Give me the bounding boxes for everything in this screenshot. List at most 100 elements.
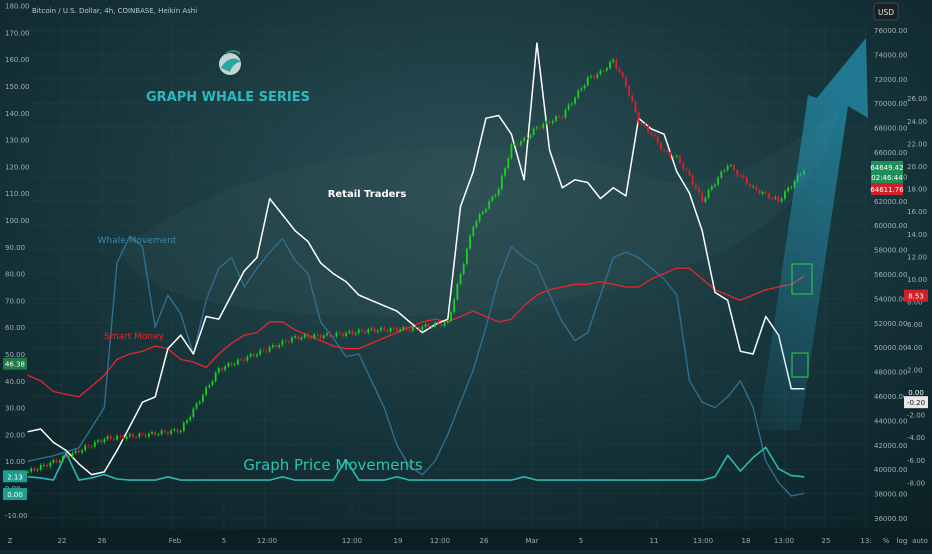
candle-body [119,435,122,437]
z-zoom-icon[interactable]: Z [8,537,13,545]
candle-body [726,165,729,171]
osc-axis-badge [904,289,928,302]
candle-body [106,436,109,440]
price-movements-line-point [752,456,754,459]
candle-body [259,349,262,355]
retail-traders-line-point [561,187,563,189]
candle-body [230,363,233,366]
candle-body [504,168,506,176]
candle-body [714,184,716,187]
candle-body [84,445,87,451]
candle-body [675,155,678,158]
retail-traders-line-point [269,197,271,200]
whale-movement-line-point [739,380,741,382]
candle-body [392,328,395,330]
whale-movement-line-point [129,235,131,237]
left-axis-tick: 20.00 [5,431,25,439]
retail-traders-line-point [370,299,373,301]
candle-body [431,326,433,328]
smart-money-line-point [599,281,602,283]
time-axis[interactable]: 22 26 Feb 5 12:00 12:00 19 12:00 26 Mar 5 11 13:00 18… [58,537,872,545]
oscillator-axis[interactable]: 26.00 24.00 22.00 20.00 18.00 16.00 14.00 12.00… [904,95,928,487]
log-toggle-icon[interactable]: log [897,537,908,545]
candle-body [154,431,157,435]
candle-body [780,198,783,202]
smart-money-line-point [129,353,131,355]
whale-movement-line-point [472,369,474,371]
time-axis-label: 12:00 [430,537,450,545]
time-axis-label: 19 [394,537,403,545]
candle-body [189,416,192,421]
retail-traders-line-point [574,179,576,181]
candle-body [586,77,589,86]
candle-body [574,97,576,104]
osc-axis-tick: 2.00 [907,366,923,374]
left-axis-tick: 30.00 [5,405,25,413]
candle-body [357,329,360,334]
candle-body [539,127,541,129]
percent-toggle-icon[interactable]: % [883,537,890,545]
candle-body [262,349,265,351]
candle-body [30,468,33,472]
smart-money-line-point [561,286,563,288]
auto-scale-icon[interactable]: auto [912,537,928,545]
price-axis-tick: 60000.00 [874,222,907,230]
smart-money-line-point [243,334,245,336]
time-axis-label: 12:00 [342,537,362,545]
whale-movement-line-point [434,460,436,462]
price-movements-line-point [650,479,652,481]
candle-body [370,328,373,330]
whale-movement-line-point [447,433,449,435]
retail-traders-line-point [727,299,729,301]
candle-body [599,70,602,75]
candle-body [71,453,74,458]
smart-money-line-point [27,374,29,377]
candle-body [217,368,220,373]
whale-movement-label: Whale Movement [98,236,177,246]
candle-body [364,331,367,334]
candle-body [481,211,484,214]
osc-axis-tick: -4.00 [907,434,925,442]
candle-body [787,187,789,192]
candle-body [590,76,592,78]
smart-money-line-point [663,273,665,275]
price-movements-line-point [52,479,55,481]
candle-body [367,329,370,334]
price-movements-line-point [396,476,398,478]
osc-axis-badge-label: 8.53 [908,293,924,301]
smart-money-label: Smart Money [104,332,165,342]
price-axis-badge-label: 64649.42 [870,164,903,172]
price-movements-line-point [141,479,144,481]
smart-money-line-point [727,294,729,296]
candle-body [271,345,274,348]
candle-body [68,456,71,458]
candle-body [291,337,293,343]
time-axis-label: 22 [58,537,67,545]
candle-body [612,59,615,62]
candle-body [459,274,462,285]
smart-money-line-point [91,385,93,387]
retail-traders-line-point [523,179,525,181]
candle-body [275,345,277,348]
smart-money-line-point [116,358,118,360]
candle-body [516,143,519,146]
price-axis[interactable]: 76000.00 74000.00 72000.00 70000.00 68000.00… [870,27,907,523]
candle-body [790,187,793,189]
candle-body [160,430,163,435]
retail-traders-line-point [243,270,245,272]
candle-body [294,336,297,338]
candle-body [764,191,767,194]
candle-body [625,76,627,87]
left-axis[interactable]: 180.00 170.00 160.00 150.00 140.00 130.00 120.… [3,3,30,520]
candle-body [749,184,751,187]
retail-traders-line-point [319,262,322,264]
left-axis-tick: 90.00 [5,244,25,252]
smart-money-line-point [294,329,296,331]
whale-movement-line-point [727,396,729,398]
whale-movement-line-point [803,492,805,494]
currency-button[interactable] [873,2,899,21]
candle-body [163,430,166,433]
candle-body [644,123,646,126]
candle-body [542,123,545,129]
